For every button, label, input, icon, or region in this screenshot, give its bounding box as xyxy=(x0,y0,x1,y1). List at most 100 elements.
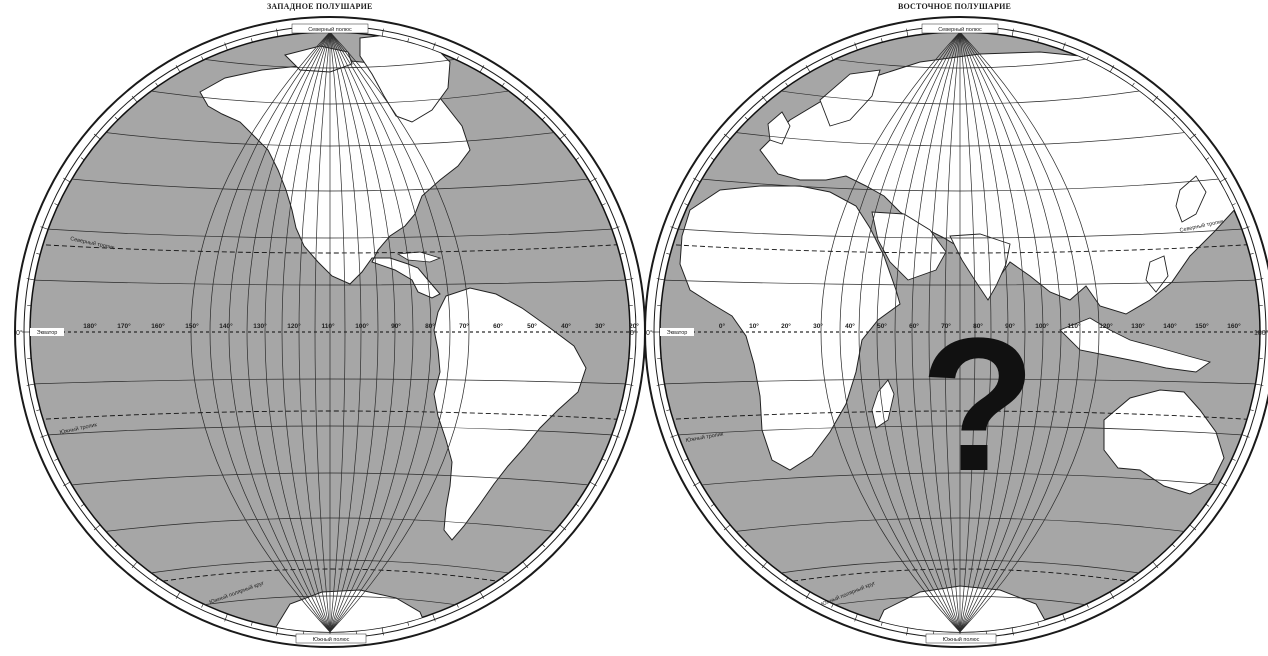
ring-tick xyxy=(785,82,789,87)
meridian-label: 80° xyxy=(425,322,435,330)
ring-tick xyxy=(407,38,409,43)
ring-tick xyxy=(1231,203,1236,206)
meridian-label: 120° xyxy=(1099,322,1113,330)
ring-tick xyxy=(1249,253,1254,255)
meridian-label: 90° xyxy=(1005,322,1015,330)
western-ring-ticks xyxy=(22,24,638,640)
ring-tick xyxy=(1171,543,1176,548)
india-land xyxy=(949,233,1011,301)
ring-tick xyxy=(26,383,35,386)
meridian-label: 50° xyxy=(527,322,537,330)
ring-tick xyxy=(723,524,731,531)
ring-tick xyxy=(906,627,909,636)
ring-tick xyxy=(831,603,834,608)
ring-tick xyxy=(175,591,181,599)
ring-tick xyxy=(1231,458,1236,461)
arabia-land xyxy=(871,211,947,281)
ring-tick xyxy=(276,28,279,37)
ring-tick xyxy=(625,383,634,386)
meridian-label: 80° xyxy=(973,322,983,330)
ring-tick xyxy=(522,95,529,103)
meridian-label: 40° xyxy=(561,322,571,330)
eastern-north-pole-label: Северный полюс xyxy=(938,26,982,33)
ring-tick xyxy=(40,226,49,230)
eastern-meridians xyxy=(820,32,1100,632)
meridian-label: 150° xyxy=(185,322,199,330)
africa-land xyxy=(679,185,901,471)
southeast-asia-islands-land xyxy=(1059,317,1212,373)
eastern-south-pole-label: Южный полюс xyxy=(943,636,980,643)
ring-tick xyxy=(1037,621,1039,626)
meridian-label: 20° xyxy=(781,322,791,330)
western-meridian-labels: 180° 170° 160° 150° 140° 130° 120° 110° 100° 90° 8… xyxy=(83,322,639,330)
eastern-equator-label: Экватор xyxy=(667,330,688,336)
ring-tick xyxy=(54,458,59,461)
meridian-label: 40° xyxy=(845,322,855,330)
ring-tick xyxy=(1109,65,1115,73)
ring-tick xyxy=(854,42,858,51)
meridian-label: 60° xyxy=(493,322,503,330)
meridian-label: 140° xyxy=(219,322,233,330)
madagascar-land xyxy=(871,379,895,429)
ring-tick xyxy=(224,42,228,51)
ring-tick xyxy=(456,56,459,61)
ring-tick xyxy=(201,603,204,608)
western-south-pole-label: Южный полюс xyxy=(313,636,350,643)
ring-tick xyxy=(785,577,789,582)
ring-tick xyxy=(1109,591,1115,599)
meridian-label: 20° xyxy=(629,322,639,330)
meridian-label: 60° xyxy=(909,322,919,330)
western-edge-label-left: 0° xyxy=(16,329,23,337)
ring-tick xyxy=(155,82,159,87)
western-edge-label-right: 0° xyxy=(630,329,637,337)
ring-tick xyxy=(479,591,485,599)
eurasia-land xyxy=(759,51,1245,315)
ring-tick xyxy=(559,133,567,140)
meridian-label: 130° xyxy=(1131,322,1145,330)
ring-tick xyxy=(63,481,71,487)
meridian-label: 70° xyxy=(941,322,951,330)
ring-tick xyxy=(201,56,204,61)
ring-tick xyxy=(276,627,279,636)
meridian-label: 160° xyxy=(151,322,165,330)
ring-tick xyxy=(611,434,620,438)
ring-tick xyxy=(831,56,834,61)
eastern-hemisphere: Северный полюс Южный полюс Экватор Север… xyxy=(644,16,1268,648)
western-north-pole-label: Северный полюс xyxy=(308,26,352,33)
ring-tick xyxy=(1062,42,1066,51)
ring-tick xyxy=(432,42,436,51)
ring-tick xyxy=(40,434,49,438)
ring-tick xyxy=(589,177,597,183)
ring-tick xyxy=(541,116,546,121)
western-equator-label: Экватор xyxy=(37,330,58,336)
ring-tick xyxy=(501,82,505,87)
meridian-label: 150° xyxy=(1195,322,1209,330)
ring-tick xyxy=(559,524,567,531)
meridian-label: 70° xyxy=(459,322,469,330)
ring-tick xyxy=(1241,434,1250,438)
ring-tick xyxy=(611,226,620,230)
ring-tick xyxy=(881,621,883,626)
meridian-label: 110° xyxy=(1067,322,1080,330)
ring-tick xyxy=(744,543,749,548)
meridian-label: 120° xyxy=(287,322,301,330)
meridian-label: 30° xyxy=(813,322,823,330)
eastern-hemisphere-title: ВОСТОЧНОЕ ПОЛУШАРИЕ xyxy=(898,2,1012,11)
ring-tick xyxy=(1131,577,1135,582)
ring-tick xyxy=(684,203,689,206)
ring-tick xyxy=(575,157,580,161)
ring-tick xyxy=(131,95,138,103)
ring-tick xyxy=(1205,157,1210,161)
ring-tick xyxy=(501,577,505,582)
ring-tick xyxy=(1219,481,1227,487)
ring-tick xyxy=(1011,627,1014,636)
ring-tick xyxy=(54,203,59,206)
meridian-label: 160° xyxy=(1227,322,1241,330)
british-isles-land xyxy=(767,111,791,145)
ring-tick xyxy=(1086,56,1089,61)
ring-tick xyxy=(80,503,85,507)
ring-tick xyxy=(1189,524,1197,531)
eastern-edge-label-left: 0° xyxy=(646,329,653,337)
ring-tick xyxy=(1037,38,1039,43)
